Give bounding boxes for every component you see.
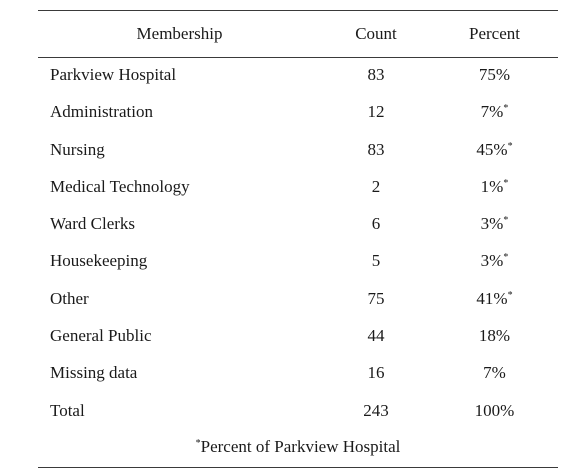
percent-value: 7% (483, 363, 506, 383)
count-cell: 83 (367, 139, 385, 159)
count-cell: 6 (371, 214, 381, 234)
percent-cell: 100% (431, 398, 558, 424)
table-bottom-rule (38, 467, 558, 468)
percent-value: 100% (474, 400, 515, 420)
table-row: Medical Technology 2 1%* (38, 174, 558, 211)
footnote-marker: * (503, 177, 509, 189)
percent-cell: 3%* (431, 248, 558, 274)
count-cell: 83 (367, 65, 385, 84)
membership-cell: Medical Technology (50, 176, 190, 196)
table-row: Nursing 83 45%* (38, 137, 558, 174)
membership-cell: Administration (50, 102, 153, 122)
count-cell: 44 (367, 326, 385, 346)
table-row: Total 243 100% (38, 398, 558, 435)
footnote-marker: * (195, 438, 201, 449)
membership-cell: Missing data (50, 363, 138, 383)
table-row: Administration 12 7%* (38, 99, 558, 136)
table-row: Other 75 41%* (38, 286, 558, 323)
column-header-membership: Membership (136, 24, 223, 43)
percent-value: 45% (476, 139, 508, 159)
table-row: Missing data 16 7% (38, 360, 558, 397)
percent-cell: 45%* (431, 137, 558, 163)
table-footnote: *Percent of Parkview Hospital (38, 436, 558, 458)
membership-cell: General Public (50, 326, 152, 346)
table-top-rule (38, 10, 558, 11)
footnote-marker: * (507, 289, 513, 301)
percent-cell: 75% (431, 62, 558, 88)
footnote-marker: * (503, 252, 509, 264)
count-cell: 16 (367, 363, 385, 383)
table-row: General Public 44 18% (38, 323, 558, 360)
percent-cell: 1%* (431, 174, 558, 200)
column-header-count: Count (355, 24, 397, 43)
percent-value: 41% (476, 288, 508, 308)
percent-value: 3% (480, 251, 504, 271)
column-header-percent: Percent (469, 24, 520, 43)
percent-value: 1% (480, 176, 504, 196)
percent-value: 18% (478, 326, 511, 346)
percent-cell: 3%* (431, 211, 558, 237)
footnote-text: Percent of Parkview Hospital (200, 437, 401, 456)
membership-cell: Total (50, 400, 85, 420)
table-row: Housekeeping 5 3%* (38, 248, 558, 285)
count-cell: 2 (371, 176, 381, 196)
footnote-marker: * (503, 215, 509, 227)
percent-value: 3% (480, 214, 504, 234)
count-cell: 12 (367, 102, 385, 122)
percent-cell: 18% (431, 323, 558, 349)
footnote-marker: * (507, 140, 513, 152)
table-row: Parkview Hospital 83 75% (38, 62, 558, 99)
percent-value: 75% (478, 65, 511, 84)
membership-cell: Other (50, 288, 89, 308)
table-body: Parkview Hospital 83 75% Administration 12 7%… (38, 62, 558, 435)
count-cell: 5 (371, 251, 381, 271)
membership-cell: Housekeeping (50, 251, 148, 271)
percent-cell: 41%* (431, 286, 558, 312)
membership-cell: Ward Clerks (50, 214, 136, 234)
percent-cell: 7%* (431, 99, 558, 125)
membership-cell: Parkview Hospital (50, 65, 177, 84)
count-cell: 75 (367, 288, 385, 308)
header-rule (38, 57, 558, 58)
footnote-marker: * (503, 103, 509, 115)
percent-value: 7% (480, 102, 504, 122)
percent-cell: 7% (431, 360, 558, 386)
table-row: Ward Clerks 6 3%* (38, 211, 558, 248)
count-cell: 243 (363, 400, 389, 420)
membership-cell: Nursing (50, 139, 105, 159)
